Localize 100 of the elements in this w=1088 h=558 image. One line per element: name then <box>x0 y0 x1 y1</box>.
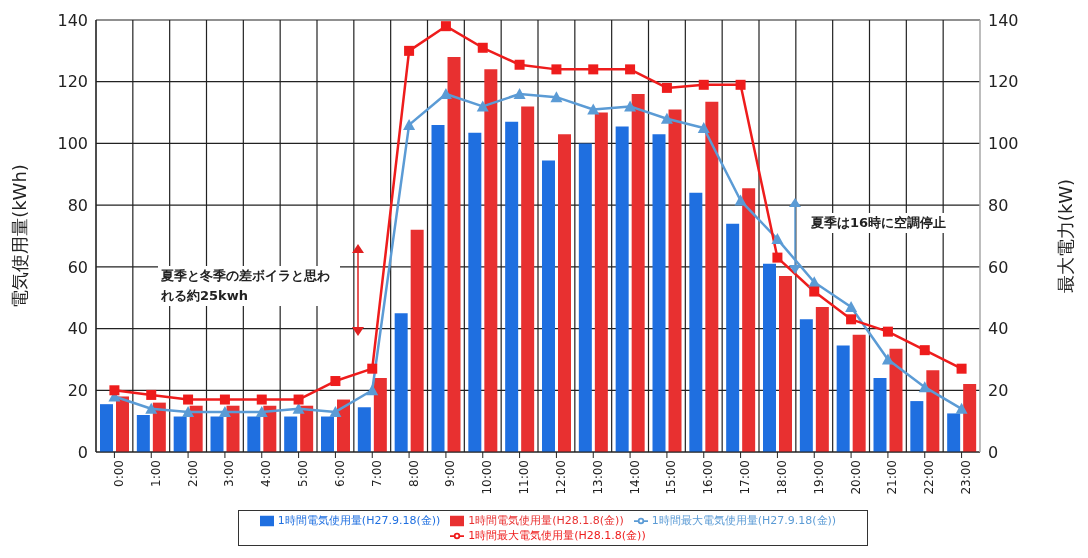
y2-tick-label: 0 <box>988 442 999 462</box>
point <box>918 381 931 393</box>
point <box>366 384 379 396</box>
point <box>881 353 894 365</box>
point <box>624 100 637 112</box>
y-tick-label: 60 <box>67 257 88 277</box>
bar <box>152 402 166 452</box>
bar <box>431 124 445 452</box>
bar <box>321 416 334 452</box>
point <box>109 385 120 396</box>
point <box>625 64 636 75</box>
x-tick-label: 15:00 <box>664 460 679 495</box>
bar <box>836 345 850 452</box>
bar <box>173 416 187 452</box>
bar <box>689 192 703 452</box>
y-tick-label: 80 <box>67 195 88 215</box>
bar <box>357 407 371 452</box>
legend-label: 1時間電気使用量(H28.1.8(金)) <box>468 514 624 527</box>
point <box>809 286 820 297</box>
bar <box>247 416 261 452</box>
bar <box>947 413 961 452</box>
bar <box>210 416 224 452</box>
point <box>255 405 268 417</box>
x-tick-label: 6:00 <box>332 460 347 487</box>
x-tick-label: 7:00 <box>369 460 384 487</box>
point <box>919 345 930 356</box>
x-tick-label: 5:00 <box>296 460 311 487</box>
y-tick-label: 120 <box>57 72 88 92</box>
x-tick-label: 16:00 <box>701 460 716 495</box>
legend-label: 1時間最大電気使用量(H27.9.18(金)) <box>651 514 837 527</box>
y2-tick-label: 80 <box>988 195 1009 215</box>
x-tick-label: 9:00 <box>443 460 458 487</box>
point <box>808 276 821 288</box>
point <box>329 405 342 417</box>
bar <box>100 404 113 452</box>
x-tick-label: 23:00 <box>959 460 974 495</box>
bar <box>484 69 498 452</box>
x-tick-label: 20:00 <box>848 460 863 495</box>
bar <box>779 276 792 452</box>
bar <box>284 416 298 452</box>
bar <box>615 126 629 452</box>
point <box>697 122 710 133</box>
bar <box>963 384 977 452</box>
y2-tick-label: 60 <box>988 257 1009 277</box>
annotation: 夏季と冬季の差ボイラと思われる約25kwh <box>158 266 340 306</box>
x-tick-label: 2:00 <box>185 460 200 487</box>
x-tick-label: 17:00 <box>738 460 753 495</box>
point <box>771 233 784 245</box>
point <box>477 42 488 53</box>
bar <box>742 188 756 452</box>
x-tick-label: 1:00 <box>148 460 163 487</box>
x-tick-label: 12:00 <box>553 460 568 495</box>
bar <box>815 306 829 452</box>
y-tick-label: 140 <box>57 10 88 30</box>
bar <box>136 414 150 452</box>
bar <box>447 57 461 452</box>
point <box>661 82 672 93</box>
point <box>698 79 709 90</box>
y-tick-label: 40 <box>67 319 88 339</box>
bar <box>189 405 203 452</box>
point <box>146 389 157 400</box>
x-tick-label: 11:00 <box>517 460 532 495</box>
x-tick-label: 13:00 <box>590 460 605 495</box>
point <box>218 405 231 417</box>
point <box>955 402 968 414</box>
bar <box>668 109 682 452</box>
y2-axis-title: 最大電力(kW) <box>1055 178 1077 294</box>
bar <box>631 94 645 452</box>
y-tick-label: 0 <box>77 442 88 462</box>
bar <box>410 229 424 452</box>
point <box>772 252 783 263</box>
bar <box>226 405 240 452</box>
bar <box>558 134 571 452</box>
y2-tick-label: 140 <box>988 10 1019 30</box>
bar <box>873 377 887 452</box>
bar <box>926 370 940 452</box>
point <box>660 112 673 124</box>
bar <box>852 334 866 452</box>
point <box>367 363 378 374</box>
point <box>219 394 230 405</box>
point <box>183 394 194 405</box>
annotation: 夏季は16時に空調停止 <box>808 213 964 233</box>
y-tick-label: 100 <box>57 134 88 154</box>
y2-tick-label: 40 <box>988 319 1009 339</box>
point <box>404 45 415 56</box>
point <box>440 21 451 32</box>
point <box>734 194 747 206</box>
legend-label: 1時間電気使用量(H27.9.18(金)) <box>277 514 441 527</box>
bar <box>763 263 776 452</box>
x-tick-label: 0:00 <box>111 460 126 487</box>
point <box>588 64 599 75</box>
bar <box>116 396 129 452</box>
x-tick-label: 19:00 <box>811 460 826 495</box>
point <box>587 103 600 115</box>
point <box>882 326 893 337</box>
bar <box>468 132 482 452</box>
point <box>182 405 195 417</box>
bar <box>373 377 387 452</box>
bar <box>705 101 719 452</box>
bar <box>799 319 813 452</box>
